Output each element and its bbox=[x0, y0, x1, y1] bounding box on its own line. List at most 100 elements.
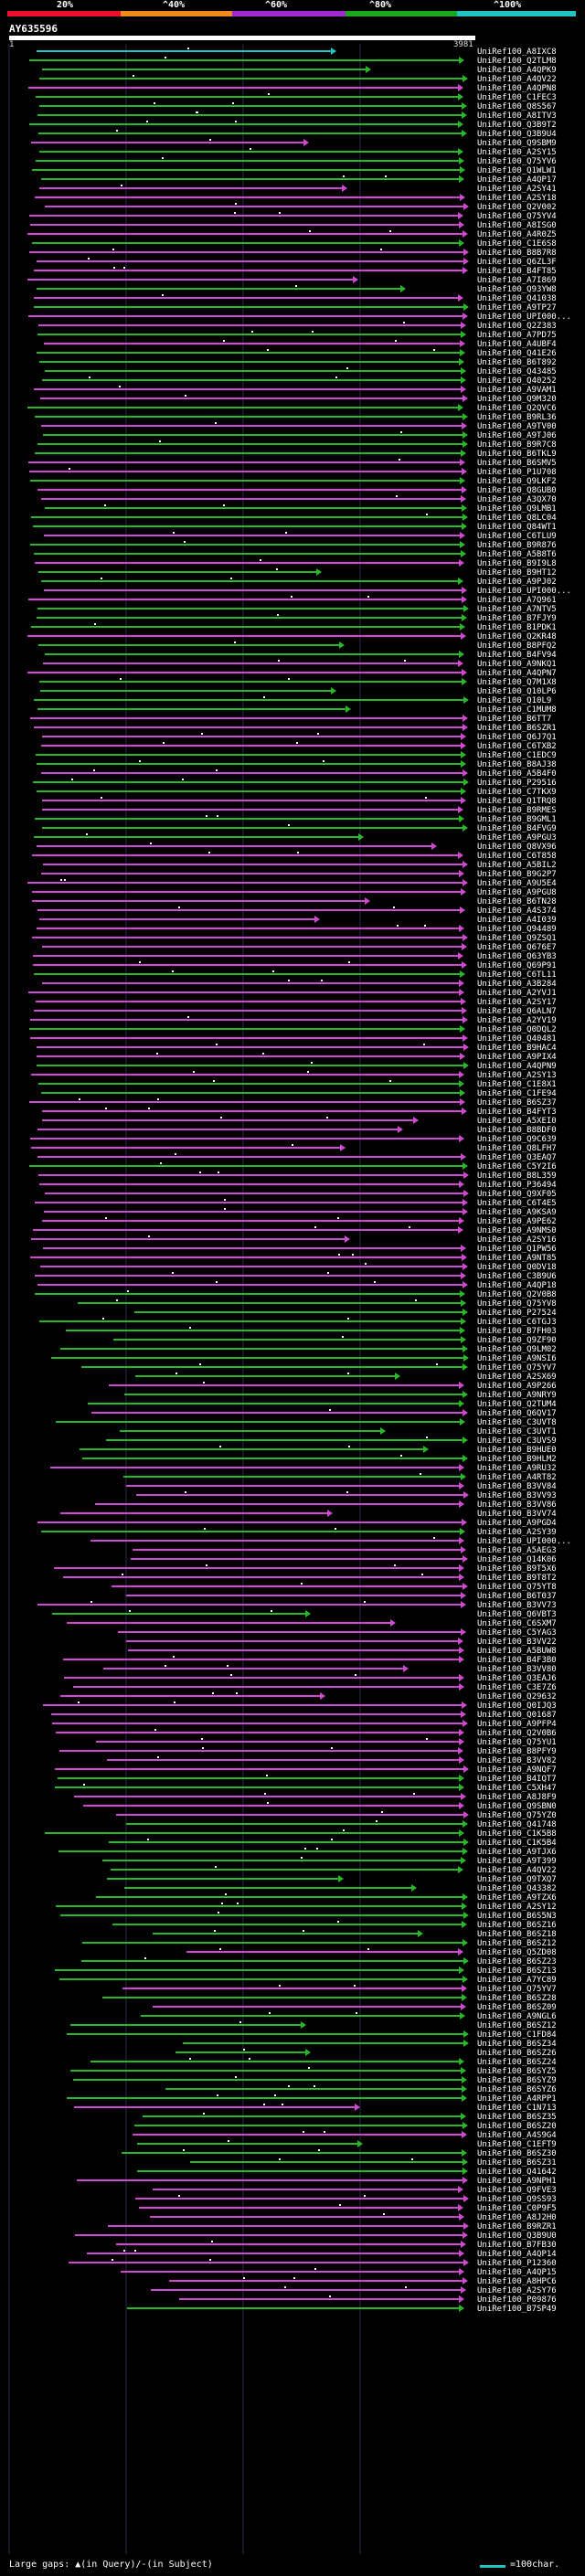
alignment-label[interactable]: UniRef100_B4IQT7 bbox=[477, 1775, 557, 1784]
alignment-label[interactable]: UniRef100_B6T037 bbox=[477, 1592, 557, 1601]
alignment-label[interactable]: UniRef100_C1N713 bbox=[477, 2104, 557, 2113]
alignment-label[interactable]: UniRef100_Q8LC04 bbox=[477, 514, 557, 523]
alignment-label[interactable]: UniRef100_A2SY39 bbox=[477, 1528, 557, 1537]
alignment-label[interactable]: UniRef100_Q43382 bbox=[477, 1884, 557, 1893]
alignment-label[interactable]: UniRef100_B6SZ28 bbox=[477, 1994, 557, 2003]
alignment-label[interactable]: UniRef100_Q41748 bbox=[477, 1820, 557, 1829]
alignment-label[interactable]: UniRef100_B7FB30 bbox=[477, 2241, 557, 2250]
alignment-label[interactable]: UniRef100_A2YV19 bbox=[477, 1016, 557, 1025]
alignment-label[interactable]: UniRef100_Q3B9U4 bbox=[477, 130, 557, 139]
alignment-label[interactable]: UniRef100_Q1PW56 bbox=[477, 1245, 557, 1254]
alignment-label[interactable]: UniRef100_A9NT85 bbox=[477, 1254, 557, 1263]
alignment-label[interactable]: UniRef100_A7I869 bbox=[477, 276, 557, 285]
alignment-label[interactable]: UniRef100_Q75YV4 bbox=[477, 212, 557, 221]
alignment-label[interactable]: UniRef100_C1FE94 bbox=[477, 1089, 557, 1098]
alignment-label[interactable]: UniRef100_Q9LKF2 bbox=[477, 477, 557, 486]
alignment-label[interactable]: UniRef100_Q75YU1 bbox=[477, 1738, 557, 1747]
alignment-label[interactable]: UniRef100_A4S9G4 bbox=[477, 2131, 557, 2140]
alignment-label[interactable]: UniRef100_A8IXC8 bbox=[477, 48, 557, 57]
alignment-label[interactable]: UniRef100_B9RMES bbox=[477, 806, 557, 815]
alignment-label[interactable]: UniRef100_Q9ZSQ1 bbox=[477, 934, 557, 943]
alignment-label[interactable]: UniRef100_C3E7Z6 bbox=[477, 1683, 557, 1692]
alignment-label[interactable]: UniRef100_B6TN28 bbox=[477, 897, 557, 906]
alignment-label[interactable]: UniRef100_B6SYZ5 bbox=[477, 2067, 557, 2076]
alignment-label[interactable]: UniRef100_C6TL11 bbox=[477, 970, 557, 980]
alignment-label[interactable]: UniRef100_C3UVS9 bbox=[477, 1436, 557, 1446]
alignment-label[interactable]: UniRef100_A2SY12 bbox=[477, 1903, 557, 1912]
alignment-label[interactable]: UniRef100_C3UVT1 bbox=[477, 1427, 557, 1436]
alignment-label[interactable]: UniRef100_Q9SBN0 bbox=[477, 1802, 557, 1811]
alignment-label[interactable]: UniRef100_Q10LP6 bbox=[477, 687, 557, 696]
alignment-label[interactable]: UniRef100_Q93YW8 bbox=[477, 285, 557, 294]
alignment-label[interactable]: UniRef100_B6SZ34 bbox=[477, 2040, 557, 2049]
alignment-label[interactable]: UniRef100_Q75YT8 bbox=[477, 1583, 557, 1592]
alignment-label[interactable]: UniRef100_B6SZ18 bbox=[477, 1930, 557, 1939]
alignment-label[interactable]: UniRef100_Q3B9T2 bbox=[477, 121, 557, 130]
alignment-label[interactable]: UniRef100_B4FV94 bbox=[477, 651, 557, 660]
alignment-label[interactable]: UniRef100_A5B4F0 bbox=[477, 769, 557, 779]
alignment-label[interactable]: UniRef100_B9RZR1 bbox=[477, 2222, 557, 2231]
alignment-label[interactable]: UniRef100_A9TJ06 bbox=[477, 431, 557, 440]
alignment-label[interactable]: UniRef100_B1PDK1 bbox=[477, 623, 557, 632]
alignment-label[interactable]: UniRef100_B4F3B0 bbox=[477, 1656, 557, 1665]
alignment-label[interactable]: UniRef100_A4QV22 bbox=[477, 75, 557, 84]
alignment-label[interactable]: UniRef100_C5XH47 bbox=[477, 1784, 557, 1793]
alignment-label[interactable]: UniRef100_B7FH03 bbox=[477, 1327, 557, 1336]
alignment-label[interactable]: UniRef100_Q10L9 bbox=[477, 696, 551, 705]
alignment-label[interactable]: UniRef100_B6SZ26 bbox=[477, 2049, 557, 2058]
alignment-label[interactable]: UniRef100_Q9SBM9 bbox=[477, 139, 557, 148]
alignment-label[interactable]: UniRef100_A9NRY9 bbox=[477, 1391, 557, 1400]
alignment-label[interactable]: UniRef100_B3VV80 bbox=[477, 1665, 557, 1674]
alignment-label[interactable]: UniRef100_A4UBF4 bbox=[477, 340, 557, 349]
alignment-label[interactable]: UniRef100_A2SY17 bbox=[477, 998, 557, 1007]
alignment-label[interactable]: UniRef100_Q41642 bbox=[477, 2168, 557, 2177]
alignment-label[interactable]: UniRef100_B6SZ23 bbox=[477, 1957, 557, 1966]
alignment-label[interactable]: UniRef100_A9TP27 bbox=[477, 303, 557, 313]
alignment-label[interactable]: UniRef100_Q41038 bbox=[477, 294, 557, 303]
alignment-label[interactable]: UniRef100_B6SMV5 bbox=[477, 459, 557, 468]
alignment-label[interactable]: UniRef100_Q9XF05 bbox=[477, 1190, 557, 1199]
alignment-label[interactable]: UniRef100_B9I9L8 bbox=[477, 559, 557, 568]
alignment-label[interactable]: UniRef100_C1FEC3 bbox=[477, 93, 557, 102]
alignment-label[interactable]: UniRef100_Q2TUM4 bbox=[477, 1400, 557, 1409]
alignment-label[interactable]: UniRef100_C1K5B8 bbox=[477, 1829, 557, 1839]
alignment-label[interactable]: UniRef100_B3VV22 bbox=[477, 1638, 557, 1647]
alignment-label[interactable]: UniRef100_Q63YB3 bbox=[477, 952, 557, 961]
alignment-label[interactable]: UniRef100_B9RL36 bbox=[477, 413, 557, 422]
alignment-label[interactable]: UniRef100_A9TV00 bbox=[477, 422, 557, 431]
alignment-label[interactable]: UniRef100_C1FD84 bbox=[477, 2030, 557, 2040]
alignment-label[interactable]: UniRef100_Q6VBT3 bbox=[477, 1610, 557, 1619]
alignment-label[interactable]: UniRef100_Q8GUB0 bbox=[477, 486, 557, 495]
alignment-label[interactable]: UniRef100_C3UVT8 bbox=[477, 1418, 557, 1427]
alignment-label[interactable]: UniRef100_P29516 bbox=[477, 779, 557, 788]
alignment-label[interactable]: UniRef100_B8B7R8 bbox=[477, 249, 557, 258]
alignment-label[interactable]: UniRef100_A8ITV3 bbox=[477, 111, 557, 121]
alignment-label[interactable]: UniRef100_B9R876 bbox=[477, 541, 557, 550]
alignment-label[interactable]: UniRef100_UPI000... bbox=[477, 1537, 571, 1546]
alignment-label[interactable]: UniRef100_C0P9F5 bbox=[477, 2204, 557, 2213]
alignment-label[interactable]: UniRef100_Q2V0B8 bbox=[477, 1290, 557, 1299]
alignment-label[interactable]: UniRef100_B6SZ35 bbox=[477, 2113, 557, 2122]
alignment-label[interactable]: UniRef100_B6TKL9 bbox=[477, 450, 557, 459]
alignment-label[interactable]: UniRef100_Q69P91 bbox=[477, 961, 557, 970]
alignment-label[interactable]: UniRef100_B7FJY9 bbox=[477, 614, 557, 623]
alignment-label[interactable]: UniRef100_B6SZ24 bbox=[477, 2058, 557, 2067]
alignment-label[interactable]: UniRef100_B8AJ38 bbox=[477, 760, 557, 769]
alignment-label[interactable]: UniRef100_B3VV93 bbox=[477, 1491, 557, 1500]
alignment-label[interactable]: UniRef100_B7SP49 bbox=[477, 2305, 557, 2314]
alignment-label[interactable]: UniRef100_A9T399 bbox=[477, 1857, 557, 1866]
alignment-label[interactable]: UniRef100_Q43485 bbox=[477, 367, 557, 376]
alignment-label[interactable]: UniRef100_Q8LFH7 bbox=[477, 1144, 557, 1153]
alignment-label[interactable]: UniRef100_C3B9U6 bbox=[477, 1272, 557, 1281]
alignment-label[interactable]: UniRef100_A3QX70 bbox=[477, 495, 557, 504]
alignment-label[interactable]: UniRef100_UPI000... bbox=[477, 313, 571, 322]
alignment-label[interactable]: UniRef100_Q9LM02 bbox=[477, 1345, 557, 1354]
alignment-label[interactable]: UniRef100_Q2KR48 bbox=[477, 632, 557, 641]
alignment-label[interactable]: UniRef100_B9HT12 bbox=[477, 568, 557, 578]
alignment-label[interactable]: UniRef100_C5YAG3 bbox=[477, 1628, 557, 1638]
alignment-label[interactable]: UniRef100_B3VV86 bbox=[477, 1500, 557, 1510]
alignment-label[interactable]: UniRef100_A4R0Z5 bbox=[477, 230, 557, 239]
alignment-label[interactable]: UniRef100_Q40252 bbox=[477, 376, 557, 386]
alignment-label[interactable]: UniRef100_Q5ZD08 bbox=[477, 1948, 557, 1957]
alignment-label[interactable]: UniRef100_A7PD75 bbox=[477, 331, 557, 340]
